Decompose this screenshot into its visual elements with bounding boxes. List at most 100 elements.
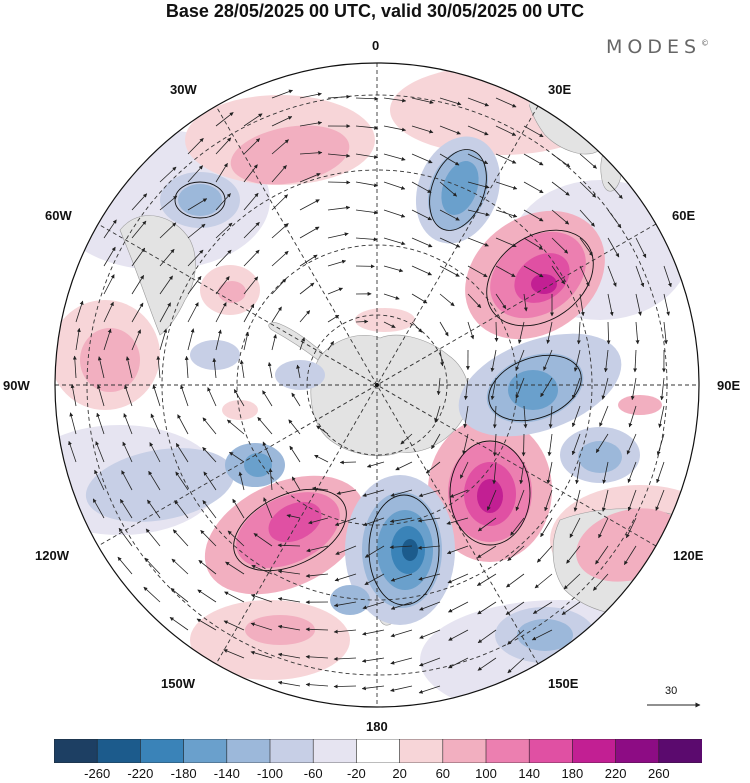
wind-vector-arrow — [523, 209, 544, 222]
wind-vector-arrow — [299, 282, 315, 295]
wind-vector-arrow — [243, 138, 260, 155]
wind-vector-arrow — [362, 601, 385, 610]
wind-vector-arrow — [243, 113, 263, 127]
wind-vector-arrow — [439, 237, 461, 248]
wind-vector-arrow — [448, 629, 469, 641]
wind-vector-arrow — [197, 589, 217, 603]
wind-vector-arrow — [635, 237, 647, 259]
wind-vector-arrow — [540, 377, 553, 398]
wind-vector-arrow — [439, 293, 455, 307]
wind-vector-arrow — [243, 276, 259, 295]
wind-vector-arrow — [411, 237, 433, 248]
colorbar — [54, 739, 702, 763]
wind-vector-arrow — [159, 195, 178, 211]
wind-vector-arrow — [277, 624, 301, 631]
wind-vector-arrow — [299, 121, 323, 127]
wind-vector-arrow — [571, 405, 581, 428]
wind-vector-arrow — [299, 173, 321, 183]
brand-mark: © — [701, 38, 710, 48]
wind-vector-arrow — [355, 96, 379, 101]
wind-vector-arrow — [96, 412, 105, 435]
south-pole-marker — [375, 383, 379, 387]
wind-vector-arrow — [238, 471, 245, 491]
wind-vector-arrow — [477, 657, 497, 671]
antarctica-land — [310, 334, 470, 457]
wind-vector-arrow — [495, 209, 518, 218]
wind-vector-arrow — [543, 349, 553, 371]
wind-vector-arrow — [202, 417, 217, 435]
wind-vector-arrow — [268, 468, 273, 491]
wind-vector-arrow — [72, 355, 77, 379]
wind-vector-arrow — [159, 166, 177, 183]
wind-vector-arrow — [495, 181, 518, 190]
colorbar-swatch — [399, 739, 444, 763]
wind-vector-arrow — [171, 558, 189, 575]
wind-vector-arrow — [314, 454, 329, 463]
wind-vector-arrow — [390, 657, 413, 665]
wind-vector-arrow — [327, 180, 351, 185]
wind-vector-arrow — [515, 377, 525, 399]
wind-vector-arrow — [121, 470, 133, 491]
wind-vector-arrow — [334, 517, 357, 526]
wind-vector-arrow — [383, 97, 407, 103]
wind-vector-arrow — [271, 165, 287, 183]
wind-vector-arrow — [271, 278, 287, 295]
wind-vector-arrow — [383, 321, 396, 328]
wind-vector-arrow — [607, 265, 617, 287]
wind-vector-arrow — [299, 310, 311, 323]
wind-vector-arrow — [277, 652, 301, 659]
wind-vector-arrow — [223, 620, 245, 631]
wind-vector-arrow — [327, 205, 351, 211]
wind-vector-arrow — [156, 355, 161, 379]
wind-vector-arrow — [383, 125, 406, 132]
wind-vector-arrow — [334, 573, 357, 582]
wind-vector-arrow — [333, 684, 357, 689]
wind-vector-arrow — [531, 629, 553, 641]
wind-vector-arrow — [271, 194, 288, 211]
wind-vector-arrow — [215, 162, 228, 183]
wind-vector-arrow — [299, 337, 306, 351]
wind-vector-arrow — [439, 97, 462, 106]
wind-vector-arrow — [505, 601, 525, 615]
wind-vector-arrow — [215, 112, 234, 127]
wind-vector-arrow — [184, 355, 189, 379]
colorbar-swatch — [140, 739, 185, 763]
colorbar-tick-label: 60 — [435, 766, 451, 781]
anomaly-pos-50w — [200, 265, 260, 315]
colorbar-swatch — [269, 739, 315, 763]
wind-vector-arrow — [492, 405, 497, 429]
wind-vector-arrow — [289, 445, 301, 463]
wind-vector-arrow — [532, 601, 553, 614]
wind-vector-arrow — [460, 461, 469, 479]
wind-vector-arrow — [630, 377, 637, 401]
wind-vector-arrow — [144, 557, 161, 575]
wind-vector-arrow — [271, 306, 282, 323]
colorbar-swatch — [96, 739, 142, 763]
wind-vector-arrow — [523, 293, 528, 312]
wind-vector-arrow — [288, 419, 301, 435]
wind-vector-arrow — [286, 513, 301, 519]
wind-vector-arrow — [537, 545, 553, 563]
wind-vector-arrow — [506, 573, 525, 588]
anomaly-neg-30e — [415, 136, 501, 244]
wind-vector-arrow — [383, 181, 406, 190]
wind-vector-arrow — [411, 97, 434, 105]
wind-vector-arrow — [417, 545, 441, 550]
wind-vector-arrow — [523, 125, 544, 138]
wind-vector-arrow — [601, 377, 609, 400]
wind-vector-arrow — [361, 685, 385, 691]
wind-vector-arrow — [159, 275, 173, 295]
wind-vector-arrow — [145, 528, 161, 547]
wind-vector-arrow — [327, 314, 340, 323]
wind-vector-arrow — [308, 517, 329, 525]
wind-vector-arrow — [271, 223, 289, 239]
wind-vector-arrow — [339, 460, 357, 465]
wind-vector-arrow — [122, 441, 133, 463]
wind-vector-arrow — [463, 405, 469, 429]
wind-vector-arrow — [660, 377, 665, 401]
wind-vector-arrow — [495, 153, 517, 164]
colorbar-swatch — [658, 739, 702, 763]
wind-vector-arrow — [425, 461, 441, 474]
wind-vector-arrow — [362, 489, 385, 497]
lon-label-90w: 90W — [3, 378, 30, 393]
